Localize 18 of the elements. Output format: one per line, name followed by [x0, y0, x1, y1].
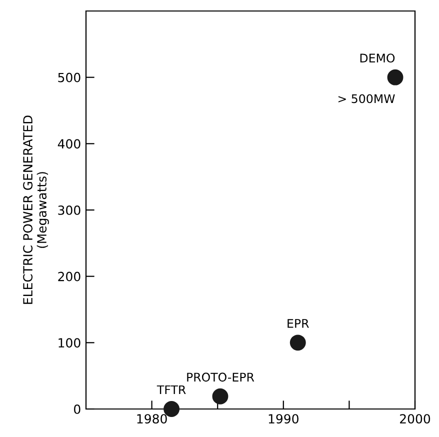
- point: [290, 334, 306, 351]
- y-tick-label: 100: [58, 338, 80, 348]
- y-tick-label: 0: [74, 404, 80, 414]
- y-tick-label: 200: [58, 272, 80, 282]
- annotation: EPR: [288, 319, 309, 328]
- annotation: PROTO-EPR: [187, 372, 254, 382]
- y-tick-label: 300: [58, 205, 80, 215]
- x-tick-label: 1980: [137, 414, 167, 424]
- y-axis-title: ELECTRIC POWER GENERATED (Megawatts): [23, 116, 49, 304]
- x-tick-label: 2000: [400, 414, 430, 424]
- annotation: > 500MW: [338, 94, 395, 104]
- annotation: DEMO: [360, 54, 395, 63]
- point: [212, 388, 228, 404]
- x-tick-label: 1990: [268, 414, 298, 424]
- point: [387, 69, 404, 86]
- y-tick-label: 400: [58, 139, 80, 149]
- annotation: TFTR: [156, 385, 186, 394]
- y-tick-label: 500: [58, 72, 80, 82]
